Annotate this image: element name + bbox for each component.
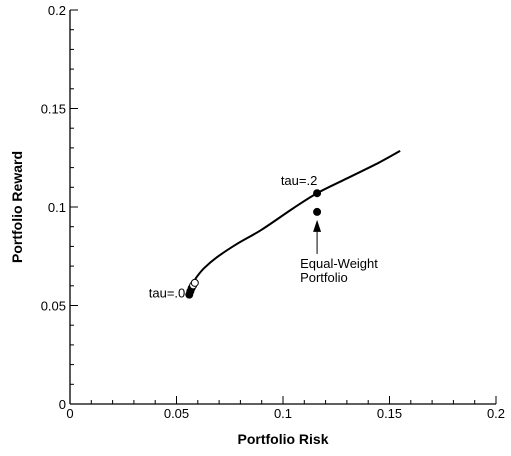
annotation-portfolio: Portfolio bbox=[300, 270, 348, 285]
x-tick-label: 0.2 bbox=[487, 406, 505, 421]
x-tick-label: 0.15 bbox=[377, 406, 402, 421]
y-tick-label: 0.2 bbox=[48, 3, 66, 18]
x-axis-title: Portfolio Risk bbox=[237, 431, 328, 447]
axis-ticks bbox=[69, 9, 497, 405]
x-tick-label: 0 bbox=[66, 406, 73, 421]
tick-labels: 0 0.05 0.1 0.15 0.2 0 0.05 0.1 0.15 0.2 bbox=[41, 3, 505, 421]
y-tick-label: 0.15 bbox=[41, 102, 66, 117]
x-tick-label: 0.1 bbox=[274, 406, 292, 421]
data-point-filled bbox=[313, 207, 322, 216]
y-axis-title: Portfolio Reward bbox=[9, 151, 25, 263]
y-tick-label: 0.1 bbox=[48, 200, 66, 215]
annotations: tau=.0 tau=.2 Equal-Weight Portfolio bbox=[149, 173, 379, 300]
data-point-filled bbox=[313, 189, 322, 198]
y-tick-label: 0 bbox=[59, 397, 66, 412]
data-point-open bbox=[190, 278, 199, 287]
plot-axes bbox=[69, 10, 496, 405]
data-points bbox=[185, 189, 322, 299]
annotation-arrow-head bbox=[313, 219, 322, 232]
x-tick-label: 0.05 bbox=[164, 406, 189, 421]
annotation-tau-2: tau=.2 bbox=[281, 173, 318, 188]
y-tick-label: 0.05 bbox=[41, 299, 66, 314]
annotation-equal-weight: Equal-Weight bbox=[300, 256, 378, 271]
annotation-tau-0: tau=.0 bbox=[149, 286, 186, 301]
